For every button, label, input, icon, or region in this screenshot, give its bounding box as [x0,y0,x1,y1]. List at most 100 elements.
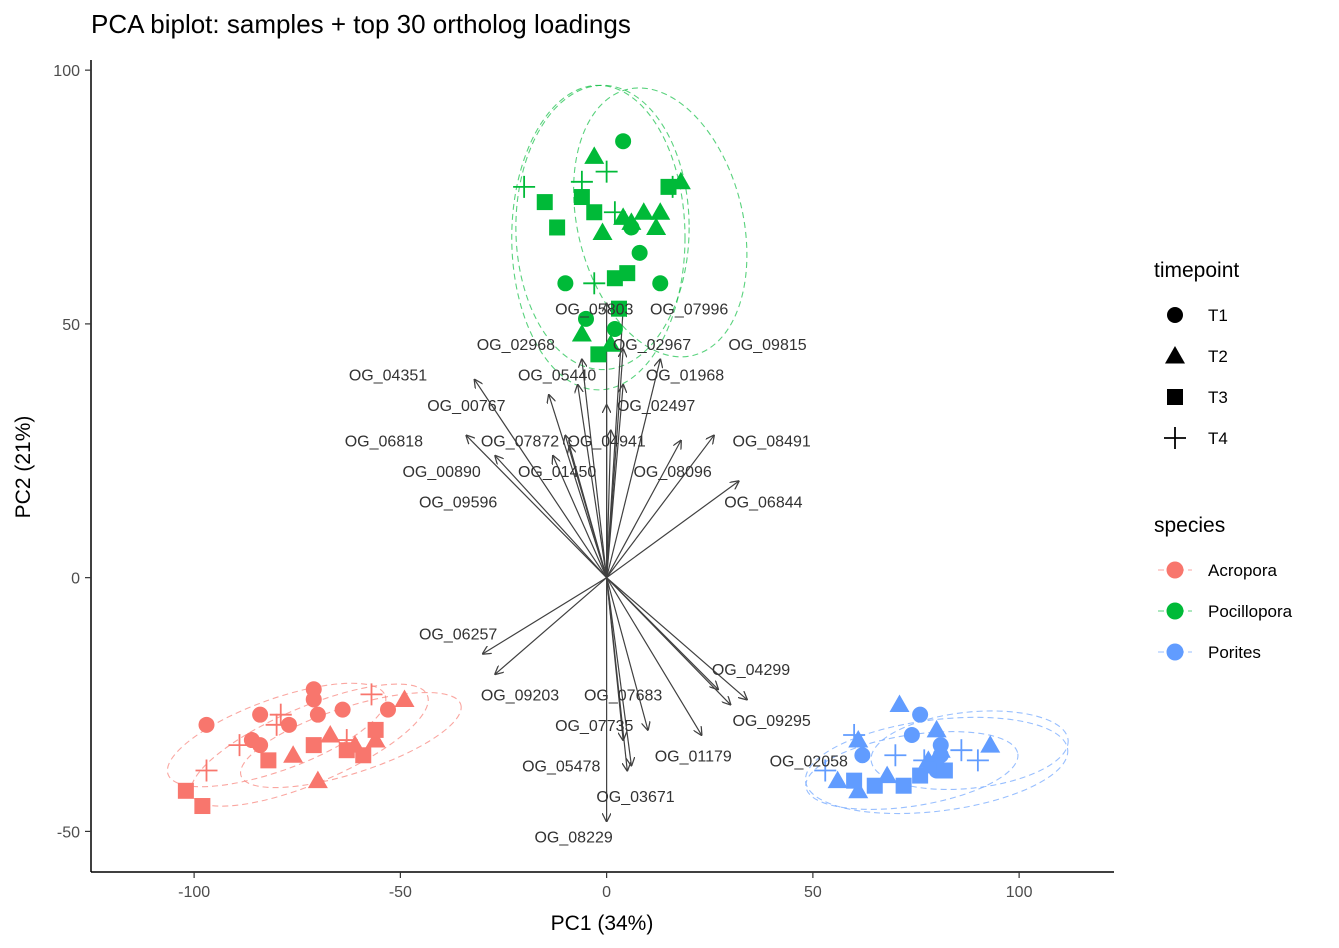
y-tick-label-3: 100 [53,63,80,80]
sample-point-acropora-t1-1 [252,706,269,723]
legend-key-porites [1158,643,1192,661]
sample-point-porites-t1-63 [854,747,871,764]
sample-point-pocillopora-t3-51 [606,270,623,287]
loading-label-og-02968: OG_02968 [477,337,555,354]
sample-point-acropora-t4-27 [360,683,383,706]
sample-point-pocillopora-t4-59 [583,272,606,295]
sample-point-acropora-t3-22 [367,721,384,738]
x-tick-label-2: 0 [602,884,611,901]
loading-label-og-02497: OG_02497 [617,398,695,415]
sample-point-acropora-t2-14 [365,730,386,748]
sample-point-porites-t3-79 [912,767,929,784]
loading-label-og-09295: OG_09295 [732,713,810,730]
sample-point-pocillopora-t2-40 [650,202,671,220]
legend-label-t2: T2 [1208,347,1228,366]
loading-arrow-og-00890 [495,456,608,579]
sample-point-pocillopora-t1-29 [615,133,632,150]
sample-point-porites-t3-81 [936,762,953,779]
loading-label-og-07683: OG_07683 [584,687,662,704]
sample-point-pocillopora-t4-60 [661,175,684,198]
legend-label-acropora: Acropora [1208,561,1278,580]
sample-point-pocillopora-t1-32 [631,244,648,261]
sample-point-acropora-t1-6 [309,706,326,723]
loading-label-og-00890: OG_00890 [402,464,480,481]
sample-point-acropora-t2-11 [283,745,304,763]
sample-point-porites-t2-67 [889,694,910,713]
sample-point-acropora-t2-10 [394,689,415,707]
sample-point-porites-t3-78 [895,777,912,794]
loading-label-og-07996: OG_07996 [650,302,728,319]
legend-key-acropora [1158,561,1192,579]
sample-point-pocillopora-t2-44 [571,324,592,342]
loading-arrow-og-09815 [606,359,661,578]
loading-label-og-01179: OG_01179 [655,748,732,765]
sample-point-pocillopora-t1-31 [652,275,669,292]
loading-labels: OG_05803 OG_07996 OG_02968 OG_02967 OG_09815… [345,302,848,847]
legend-key-t3 [1167,389,1183,405]
loading-arrow-og-09295 [606,577,747,700]
loading-label-og-05478: OG_05478 [522,758,600,775]
loading-label-og-06844: OG_06844 [724,495,802,512]
sample-point-acropora-t1-8 [334,701,351,718]
sample-point-porites-t4-85 [913,749,936,772]
loading-arrow-og-08096 [606,441,681,578]
sample-point-porites-t3-76 [846,772,863,789]
ellipse-acropora-0 [190,683,429,807]
legend-key-t2 [1165,346,1185,364]
sample-point-acropora-t3-18 [260,752,277,769]
loading-arrows [466,304,747,822]
y-tick-label-0: -50 [57,824,80,841]
y-tick-label-1: 0 [71,571,80,588]
sample-point-porites-t3-77 [866,777,883,794]
sample-point-pocillopora-t2-36 [584,146,605,164]
ellipse-pocillopora-4 [515,84,690,371]
loading-label-og-02967: OG_02967 [613,337,691,354]
loading-label-og-00767: OG_00767 [427,398,505,415]
legend-label-t1: T1 [1208,306,1228,325]
loading-arrow-og-00767 [549,395,608,578]
sample-point-porites-t2-68 [848,730,869,748]
sample-point-porites-t4-84 [884,744,907,767]
sample-point-pocillopora-t2-39 [633,202,654,220]
sample-point-pocillopora-t1-34 [578,310,594,327]
sample-point-pocillopora-t3-53 [611,300,627,317]
sample-point-porites-t1-61 [912,706,929,723]
legend-key-t1 [1167,307,1183,323]
loading-arrow-og-01968 [606,385,624,578]
sample-point-pocillopora-t4-55 [513,175,536,198]
loading-label-og-05440: OG_05440 [518,368,596,385]
loading-label-og-06818: OG_06818 [345,434,423,451]
sample-point-porites-t2-70 [980,735,1001,753]
loading-label-og-06257: OG_06257 [419,626,497,643]
loading-arrow-og-02968 [582,359,608,578]
loading-label-og-08229: OG_08229 [534,829,612,846]
sample-point-pocillopora-t1-30 [557,275,574,292]
sample-point-pocillopora-t3-48 [573,189,590,206]
sample-point-pocillopora-t4-58 [603,201,626,224]
loading-label-og-07872: OG_07872 [481,434,559,451]
loading-arrow-og-06257 [483,577,607,654]
ellipse-pocillopora-5 [573,87,748,358]
loading-arrow-og-07683 [606,577,648,730]
x-tick-label-3: 50 [804,884,822,901]
loading-label-og-09815: OG_09815 [728,337,806,354]
sample-points [177,133,1001,815]
sample-point-pocillopora-t3-54 [590,346,607,363]
legend-label-pocillopora: Pocillopora [1208,602,1293,621]
ellipse-porites-7 [870,710,1069,790]
ellipse-porites-6 [804,716,1069,815]
loading-label-og-01450: OG_01450 [518,464,596,481]
sample-point-acropora-t4-28 [335,729,358,752]
sample-point-acropora-t4-23 [195,759,218,782]
loading-label-og-08491: OG_08491 [732,434,810,451]
legend-label-porites: Porites [1208,643,1261,662]
axis-ticks: -100 -50 0 50 100 -50 0 50 100 [53,63,1032,901]
loading-arrow-og-03671 [606,577,632,766]
sample-point-pocillopora-t4-57 [595,160,618,183]
sample-point-pocillopora-t4-56 [570,170,593,193]
loading-label-og-07735: OG_07735 [555,718,633,735]
chart-title: PCA biplot: samples + top 30 ortholog lo… [91,9,631,39]
sample-point-porites-t2-72 [848,780,869,799]
legend-title-timepoint: timepoint [1154,259,1239,282]
